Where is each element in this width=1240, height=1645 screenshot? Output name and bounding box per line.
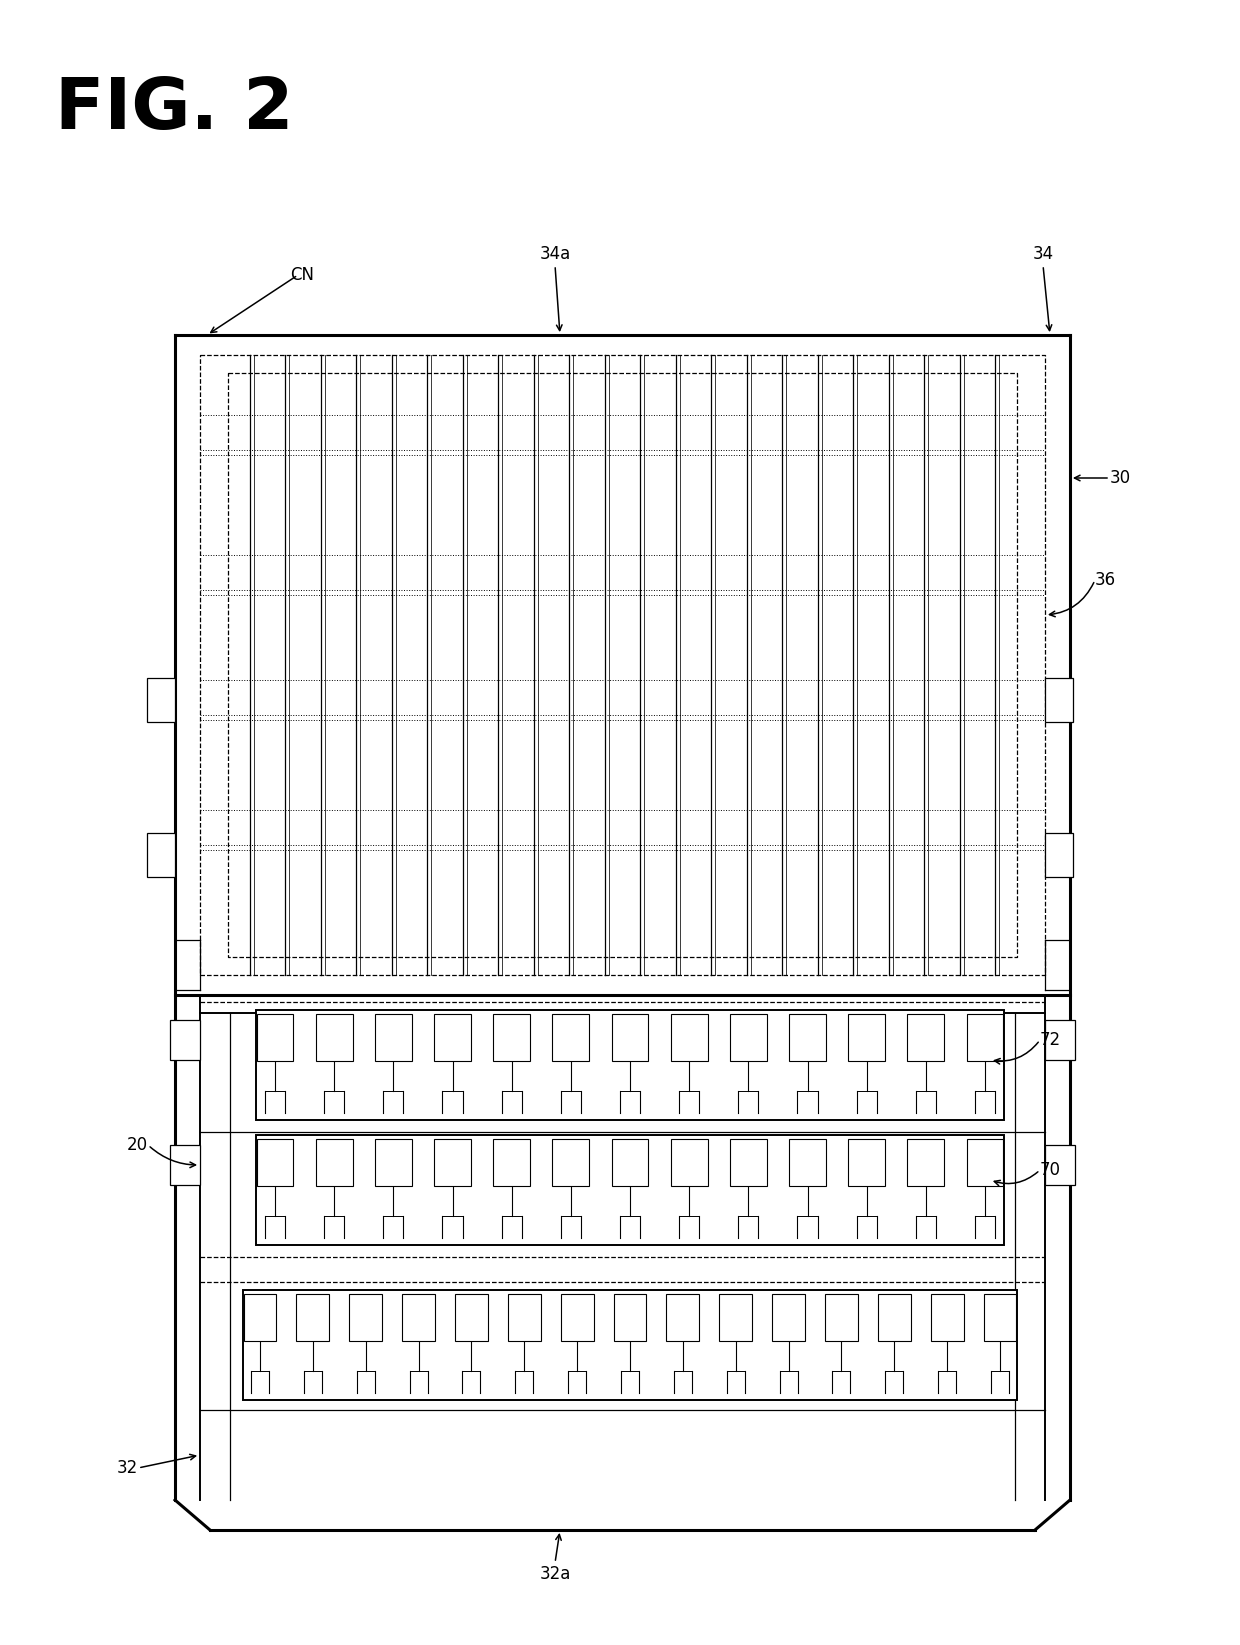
- Text: 30: 30: [1110, 469, 1131, 487]
- Text: 20: 20: [126, 1137, 148, 1155]
- Bar: [614, 1295, 646, 1341]
- Text: 34: 34: [1033, 245, 1054, 263]
- Bar: [148, 832, 175, 877]
- Bar: [789, 1015, 826, 1061]
- Bar: [966, 1015, 1003, 1061]
- Bar: [789, 1140, 826, 1186]
- Bar: [374, 1140, 412, 1186]
- Text: 32a: 32a: [539, 1564, 570, 1582]
- Bar: [848, 1015, 885, 1061]
- Bar: [170, 1145, 200, 1184]
- Text: CN: CN: [290, 266, 314, 285]
- Bar: [1045, 832, 1073, 877]
- Bar: [719, 1295, 753, 1341]
- Bar: [257, 1015, 294, 1061]
- Bar: [455, 1295, 487, 1341]
- Bar: [255, 1135, 1004, 1245]
- Bar: [148, 678, 175, 722]
- Bar: [402, 1295, 435, 1341]
- Bar: [350, 1295, 382, 1341]
- Bar: [552, 1015, 589, 1061]
- Bar: [257, 1140, 294, 1186]
- Bar: [848, 1140, 885, 1186]
- Bar: [316, 1140, 352, 1186]
- Bar: [1045, 1020, 1075, 1059]
- Bar: [730, 1140, 766, 1186]
- Bar: [243, 1290, 1017, 1400]
- Bar: [671, 1015, 708, 1061]
- Text: 70: 70: [1040, 1161, 1061, 1179]
- Bar: [908, 1140, 945, 1186]
- Bar: [316, 1015, 352, 1061]
- Bar: [243, 1295, 277, 1341]
- Text: 34a: 34a: [539, 245, 570, 263]
- Bar: [170, 1020, 200, 1059]
- Text: FIG. 2: FIG. 2: [55, 76, 294, 145]
- Bar: [494, 1015, 531, 1061]
- Text: 36: 36: [1095, 571, 1116, 589]
- Bar: [931, 1295, 963, 1341]
- Bar: [374, 1015, 412, 1061]
- Bar: [825, 1295, 858, 1341]
- Text: 72: 72: [1040, 1031, 1061, 1050]
- Bar: [966, 1140, 1003, 1186]
- Bar: [730, 1015, 766, 1061]
- Bar: [296, 1295, 330, 1341]
- Bar: [255, 1010, 1004, 1120]
- Bar: [908, 1015, 945, 1061]
- Bar: [1045, 1145, 1075, 1184]
- Bar: [773, 1295, 805, 1341]
- Bar: [611, 1140, 649, 1186]
- Bar: [611, 1015, 649, 1061]
- Bar: [434, 1015, 471, 1061]
- Bar: [983, 1295, 1017, 1341]
- Bar: [552, 1140, 589, 1186]
- Text: 32: 32: [117, 1459, 138, 1477]
- Bar: [1045, 678, 1073, 722]
- Bar: [434, 1140, 471, 1186]
- Bar: [878, 1295, 910, 1341]
- Bar: [671, 1140, 708, 1186]
- Bar: [666, 1295, 699, 1341]
- Bar: [508, 1295, 541, 1341]
- Bar: [560, 1295, 594, 1341]
- Bar: [494, 1140, 531, 1186]
